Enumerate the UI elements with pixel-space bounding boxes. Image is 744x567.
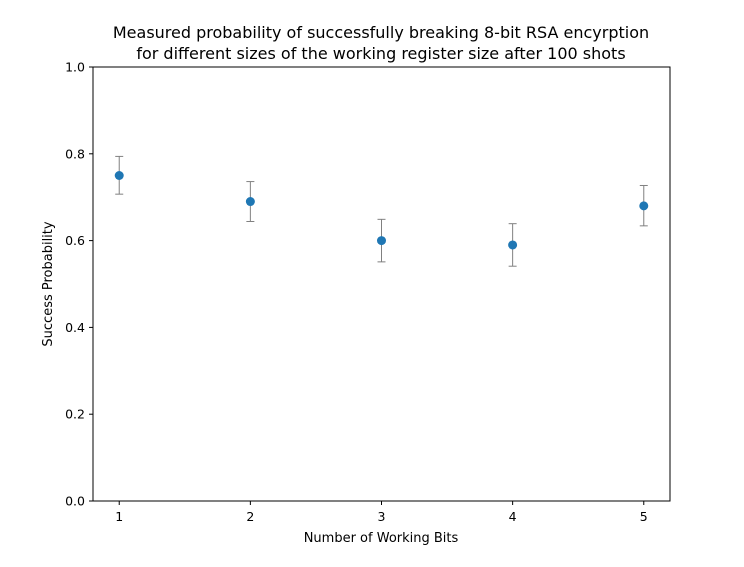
x-axis-label: Number of Working Bits	[304, 531, 459, 546]
x-tick-label: 3	[378, 509, 386, 524]
data-point	[245, 197, 255, 207]
y-tick-label: 0.2	[65, 407, 85, 422]
chart-title-line-1: Measured probability of successfully bre…	[113, 23, 649, 42]
y-tick-label: 1.0	[65, 60, 85, 75]
y-tick-label: 0.6	[65, 233, 85, 248]
y-tick-label: 0.4	[65, 320, 85, 335]
x-tick-label: 5	[640, 509, 648, 524]
plot-area: 1 2 3 4 5 0.0 0.2 0.4 0.6 0.8 1.0	[65, 60, 671, 524]
data-point	[114, 171, 124, 180]
x-tick-label: 2	[246, 509, 254, 524]
y-tick-label: 0.8	[65, 146, 85, 161]
chart-title-line-2: for different sizes of the working regis…	[136, 44, 625, 63]
data-point	[639, 201, 649, 211]
x-tick-label: 4	[509, 509, 517, 524]
data-point	[377, 236, 386, 246]
x-tick-label: 1	[115, 509, 123, 524]
y-axis-label: Success Probability	[41, 221, 56, 346]
plot-frame	[92, 66, 671, 502]
y-tick-label: 0.0	[65, 494, 85, 509]
data-point	[508, 240, 518, 250]
